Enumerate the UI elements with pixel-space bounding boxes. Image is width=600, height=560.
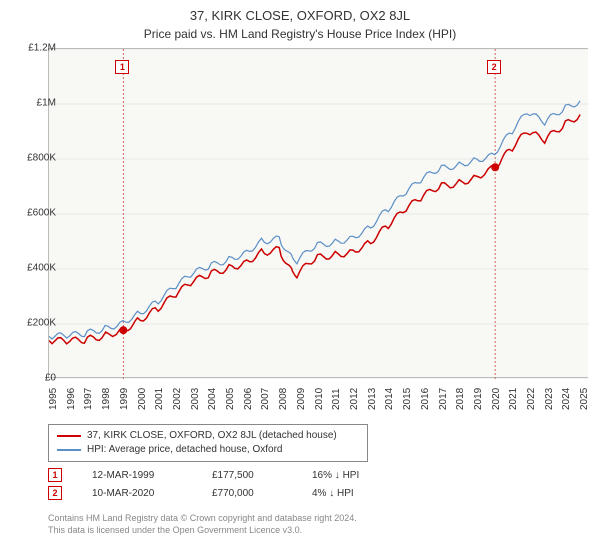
x-tick-label: 2009 [296,388,307,410]
y-tick-label: £600K [27,208,56,219]
chart-title: 37, KIRK CLOSE, OXFORD, OX2 8JL [0,0,600,23]
chart-subtitle: Price paid vs. HM Land Registry's House … [0,23,600,47]
legend-label: HPI: Average price, detached house, Oxfo… [87,443,283,457]
x-tick-label: 2000 [137,388,148,410]
x-tick-label: 2014 [384,388,395,410]
x-tick-label: 2022 [526,388,537,410]
sales-row-marker: 2 [48,486,62,500]
sales-row-price: £770,000 [212,488,282,499]
sales-row: 1 12-MAR-1999 £177,500 16% ↓ HPI [48,466,359,484]
legend-label: 37, KIRK CLOSE, OXFORD, OX2 8JL (detache… [87,429,337,443]
x-tick-label: 2025 [579,388,590,410]
legend-swatch [57,435,81,437]
x-tick-label: 2013 [367,388,378,410]
chart-container: 37, KIRK CLOSE, OXFORD, OX2 8JL Price pa… [0,0,600,560]
x-tick-label: 2007 [260,388,271,410]
x-tick-label: 2005 [225,388,236,410]
sales-row-delta: 16% ↓ HPI [312,470,359,481]
x-tick-label: 2019 [473,388,484,410]
plot-svg [49,49,589,379]
x-tick-label: 1996 [66,388,77,410]
x-tick-label: 2015 [402,388,413,410]
legend: 37, KIRK CLOSE, OXFORD, OX2 8JL (detache… [48,424,368,462]
y-tick-label: £800K [27,153,56,164]
x-tick-label: 2006 [243,388,254,410]
legend-swatch [57,449,81,451]
plot-area [48,48,588,378]
x-tick-label: 1999 [119,388,130,410]
y-tick-label: £1.2M [28,43,56,54]
x-tick-label: 2010 [314,388,325,410]
x-tick-label: 2016 [420,388,431,410]
sale-marker-box: 1 [115,60,129,74]
sales-row-date: 12-MAR-1999 [92,470,182,481]
x-tick-label: 1995 [48,388,59,410]
x-tick-label: 2020 [491,388,502,410]
y-tick-label: £400K [27,263,56,274]
x-tick-label: 2018 [455,388,466,410]
y-tick-label: £200K [27,318,56,329]
x-tick-label: 2021 [508,388,519,410]
sales-row: 2 10-MAR-2020 £770,000 4% ↓ HPI [48,484,359,502]
x-tick-label: 2004 [207,388,218,410]
x-tick-label: 2017 [438,388,449,410]
y-tick-label: £0 [45,373,56,384]
x-tick-label: 2001 [154,388,165,410]
x-tick-label: 2012 [349,388,360,410]
sale-marker-box: 2 [487,60,501,74]
legend-row: 37, KIRK CLOSE, OXFORD, OX2 8JL (detache… [57,429,359,443]
x-tick-label: 2023 [544,388,555,410]
legend-row: HPI: Average price, detached house, Oxfo… [57,443,359,457]
x-tick-label: 2011 [331,388,342,410]
x-tick-label: 2024 [561,388,572,410]
x-tick-label: 1997 [83,388,94,410]
sales-row-date: 10-MAR-2020 [92,488,182,499]
x-tick-label: 1998 [101,388,112,410]
footer: Contains HM Land Registry data © Crown c… [48,512,357,536]
x-tick-label: 2003 [190,388,201,410]
x-tick-label: 2002 [172,388,183,410]
sales-table: 1 12-MAR-1999 £177,500 16% ↓ HPI 2 10-MAR-202… [48,466,359,502]
footer-line-1: Contains HM Land Registry data © Crown c… [48,512,357,524]
footer-line-2: This data is licensed under the Open Gov… [48,524,357,536]
y-tick-label: £1M [37,98,56,109]
sales-row-delta: 4% ↓ HPI [312,488,354,499]
x-tick-label: 2008 [278,388,289,410]
sales-row-marker: 1 [48,468,62,482]
sales-row-price: £177,500 [212,470,282,481]
